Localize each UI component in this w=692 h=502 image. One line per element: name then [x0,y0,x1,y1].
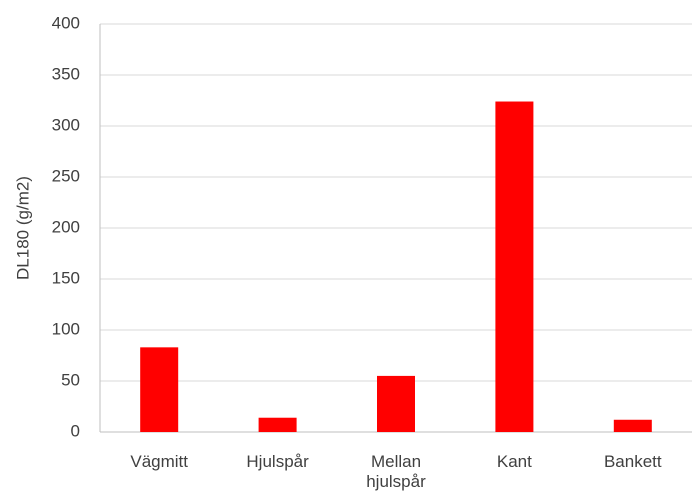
y-axis-label: DL180 (g/m2) [13,176,32,280]
x-tick-label: Kant [496,452,532,471]
y-tick-label: 200 [52,217,80,236]
y-tick-label: 400 [52,13,80,32]
y-tick-label: 300 [52,115,80,134]
bar [495,101,534,433]
y-tick-label: 100 [52,319,80,338]
bar [258,417,297,432]
y-tick-label: 350 [52,64,80,83]
x-tick-label: Mellan hjulspår [366,452,426,491]
y-tick-label: 250 [52,166,80,185]
bar [613,419,652,432]
x-tick-label: Hjulspår [246,452,309,471]
bar [140,347,179,432]
y-tick-label: 0 [71,421,80,440]
y-tick-label: 50 [61,370,80,389]
bar [377,375,415,432]
x-tick-label: Bankett [603,452,662,471]
y-tick-label: 150 [52,268,80,287]
x-tick-label: Vägmitt [130,452,188,471]
